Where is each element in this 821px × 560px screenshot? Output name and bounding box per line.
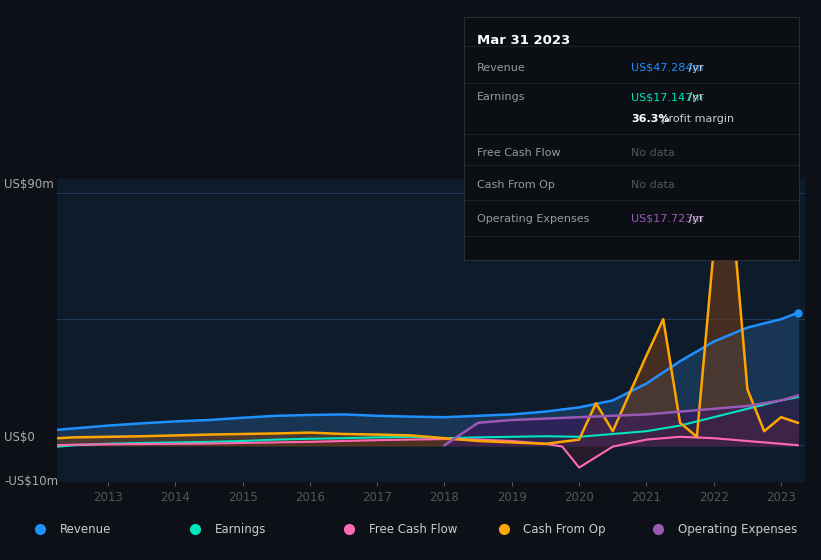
Text: Mar 31 2023: Mar 31 2023 [477,34,571,47]
Text: /yr: /yr [685,214,704,224]
Text: Free Cash Flow: Free Cash Flow [477,148,561,158]
Text: Revenue: Revenue [60,522,112,536]
Text: US$47.284m: US$47.284m [631,63,704,73]
Text: 36.3%: 36.3% [631,114,670,124]
Text: Operating Expenses: Operating Expenses [477,214,589,224]
Text: Cash From Op: Cash From Op [524,522,606,536]
Text: Revenue: Revenue [477,63,526,73]
Text: No data: No data [631,180,675,190]
Text: /yr: /yr [685,63,704,73]
Text: profit margin: profit margin [658,114,734,124]
Text: -US$10m: -US$10m [4,475,58,488]
Text: US$90m: US$90m [4,178,54,191]
Text: Free Cash Flow: Free Cash Flow [369,522,457,536]
Text: US$0: US$0 [4,431,34,444]
Text: Earnings: Earnings [214,522,266,536]
Text: US$17.723m: US$17.723m [631,214,704,224]
Text: Earnings: Earnings [477,92,525,102]
Text: Cash From Op: Cash From Op [477,180,555,190]
Text: US$17.147m: US$17.147m [631,92,704,102]
Text: /yr: /yr [685,92,704,102]
Text: No data: No data [631,148,675,158]
Text: Operating Expenses: Operating Expenses [678,522,797,536]
